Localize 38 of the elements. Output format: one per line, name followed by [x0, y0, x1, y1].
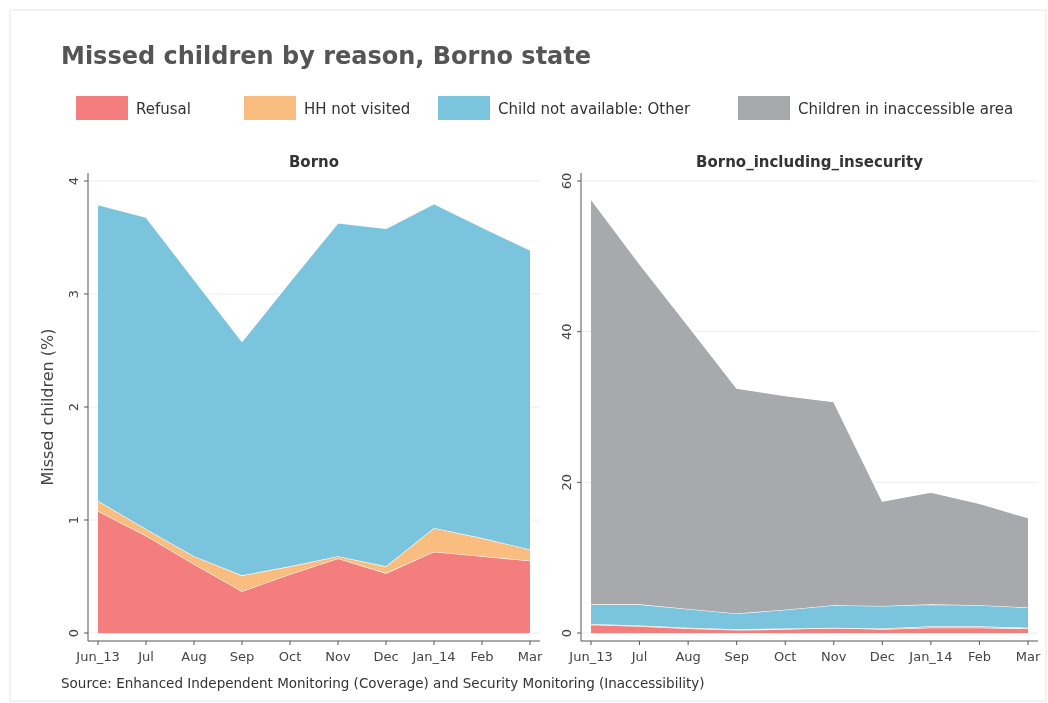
y-tick-label: 60 — [559, 172, 574, 190]
x-tick-label: Dec — [869, 649, 895, 664]
y-tick-label: 20 — [559, 474, 574, 491]
x-tick-label: Jun_13 — [568, 649, 613, 664]
x-tick-label: Dec — [373, 649, 399, 664]
legend-label: Refusal — [136, 100, 191, 118]
y-tick-label: 3 — [66, 289, 81, 299]
x-tick-label: Sep — [229, 649, 255, 664]
y-tick-label: 0 — [559, 628, 574, 638]
x-tick-label: Jun_13 — [75, 649, 120, 664]
x-tick-label: Oct — [278, 649, 302, 664]
y-tick-label: 4 — [66, 176, 81, 186]
legend-label: Children in inaccessible area — [798, 100, 1014, 118]
y-tick-label: 1 — [66, 515, 81, 525]
x-tick-label: Jan_14 — [908, 649, 953, 664]
x-tick-label: Mar — [517, 649, 543, 664]
source-note: Source: Enhanced Independent Monitoring (Coverage) and Security Monitoring (Inaccessibility) — [61, 675, 705, 691]
x-tick-label: Jan_14 — [411, 649, 456, 664]
legend-label: Child not available: Other — [498, 100, 691, 118]
chart-subtitle: Borno_including_insecurity — [696, 153, 924, 171]
x-tick-label: Aug — [181, 649, 207, 664]
x-tick-label: Oct — [773, 649, 797, 664]
x-tick-label: Nov — [821, 649, 847, 664]
y-tick-label: 0 — [66, 628, 81, 638]
y-tick-label: 2 — [66, 402, 81, 412]
chart-subtitle: Borno — [288, 153, 340, 171]
legend-label: HH not visited — [304, 100, 411, 118]
x-tick-label: Sep — [724, 649, 749, 664]
x-tick-label: Feb — [470, 649, 494, 664]
x-tick-label: Feb — [967, 649, 991, 664]
x-tick-label: Jul — [137, 649, 154, 664]
y-axis-title: Missed children (%) — [38, 328, 57, 486]
y-tick-label: 40 — [559, 323, 574, 340]
x-tick-label: Aug — [675, 649, 701, 664]
x-tick-label: Mar — [1015, 649, 1041, 664]
x-tick-label: Jul — [630, 649, 648, 664]
chart-title: Missed children by reason, Borno state — [61, 42, 592, 70]
x-tick-label: Nov — [325, 649, 351, 664]
